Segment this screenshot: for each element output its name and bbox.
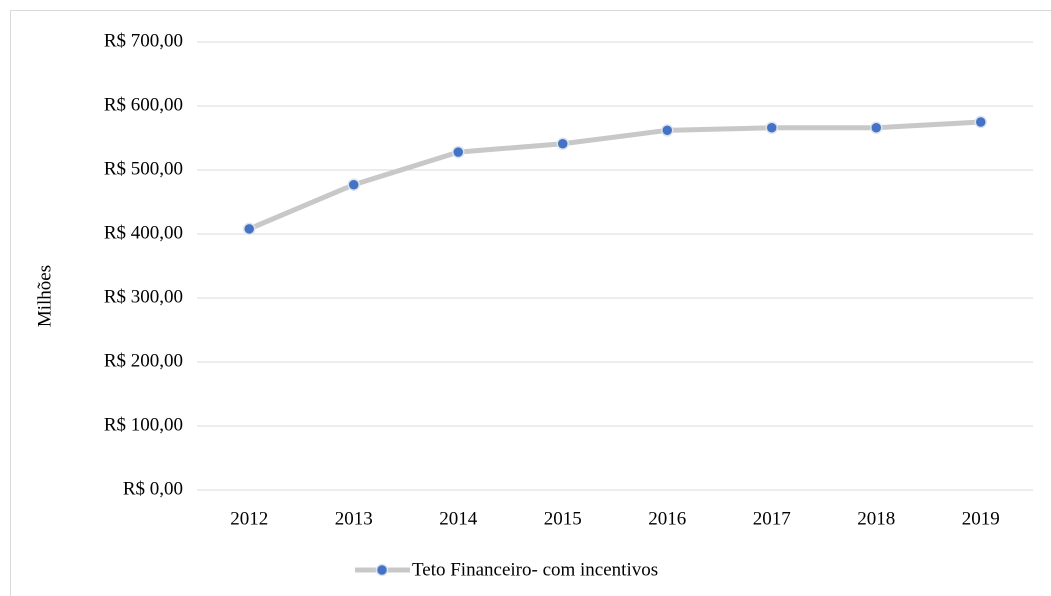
y-tick-label: R$ 600,00 — [104, 94, 183, 115]
chart-border — [10, 10, 1051, 596]
data-point — [556, 137, 569, 151]
data-point — [661, 124, 674, 137]
data-point — [452, 145, 465, 159]
legend-label: Teto Financeiro- com incentivos — [412, 559, 658, 580]
series-line — [248, 119, 981, 232]
y-axis-label: Milhões — [34, 265, 55, 327]
data-point — [870, 121, 883, 135]
y-tick-label: R$ 0,00 — [123, 478, 183, 499]
y-tick-label: R$ 700,00 — [104, 30, 183, 51]
x-tick-label: 2015 — [544, 508, 582, 529]
data-point — [974, 115, 987, 129]
data-point — [347, 178, 360, 191]
y-tick-label: R$ 500,00 — [104, 158, 183, 179]
x-tick-label: 2017 — [753, 508, 791, 529]
x-tick-label: 2018 — [857, 508, 895, 529]
x-tick-label: 2019 — [962, 508, 1000, 529]
legend-marker — [375, 563, 389, 577]
x-tick-label: 2013 — [335, 508, 373, 529]
x-tick-label: 2016 — [648, 508, 686, 529]
y-tick-label: R$ 100,00 — [104, 414, 183, 435]
data-point — [765, 121, 778, 135]
x-tick-label: 2014 — [439, 508, 478, 529]
x-tick-label: 2012 — [230, 508, 268, 529]
y-tick-label: R$ 200,00 — [104, 350, 183, 371]
data-point — [243, 222, 256, 236]
y-tick-label: R$ 300,00 — [104, 286, 183, 307]
y-tick-label: R$ 400,00 — [104, 222, 183, 243]
